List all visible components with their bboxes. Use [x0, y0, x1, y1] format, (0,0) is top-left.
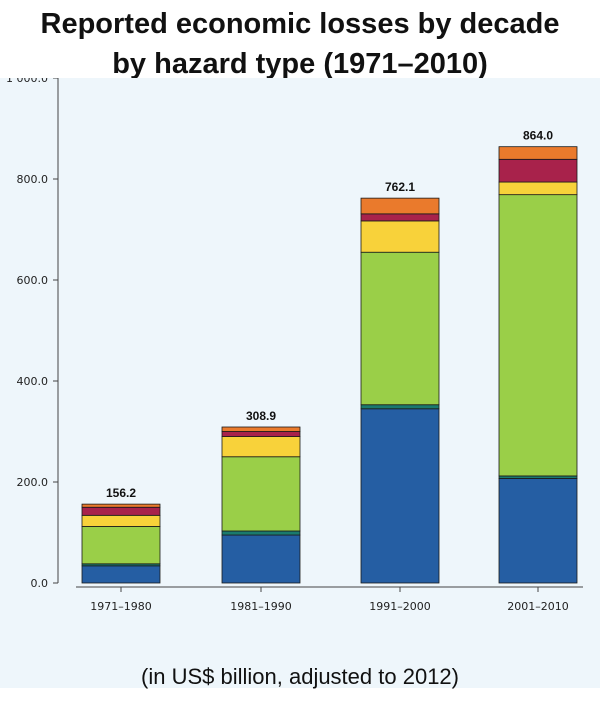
x-tick-label: 1971–1980 — [90, 600, 152, 613]
stacked-bar-chart: 0.0 200.0 400.0 600.0 800.0 1 000.0 156.2 1971–… — [6, 78, 583, 613]
bar-segment — [498, 194, 578, 477]
bar-segment — [221, 530, 301, 536]
bar-segment — [360, 251, 440, 406]
bar-segment — [221, 534, 301, 584]
x-tick-label: 1991–2000 — [369, 600, 431, 613]
chart-title: Reported economic losses by decade by ha… — [0, 4, 600, 84]
bar-segment — [498, 158, 578, 183]
bar-total-label: 762.1 — [385, 180, 415, 194]
x-tick-label: 2001–2010 — [507, 600, 569, 613]
bar-total-label: 156.2 — [106, 486, 136, 500]
bar-segment — [360, 213, 440, 222]
chart-title-line-2: by hazard type (1971–2010) — [112, 48, 488, 80]
chart-subtitle: (in US$ billion, adjusted to 2012) — [141, 664, 459, 689]
chart-panel: 0.0 200.0 400.0 600.0 800.0 1 000.0 156.2 1971–… — [0, 78, 600, 688]
bar-segment — [360, 197, 440, 215]
bar-segment — [360, 220, 440, 253]
bar-total-label: 308.9 — [246, 409, 276, 423]
bar-segment — [81, 503, 161, 508]
bar-segment — [221, 456, 301, 532]
bar-segment — [360, 404, 440, 410]
bar-segment — [498, 478, 578, 584]
bar-segment — [221, 431, 301, 437]
y-tick-label: 400.0 — [17, 375, 49, 388]
bar-segment — [221, 426, 301, 432]
y-tick-label: 0.0 — [31, 577, 49, 590]
bar-segment — [360, 408, 440, 584]
bar-segment — [221, 436, 301, 458]
y-tick-label: 1 000.0 — [6, 78, 48, 85]
bar-segment — [81, 526, 161, 565]
bar-segment — [81, 514, 161, 527]
chart-title-line-1: Reported economic losses by decade — [40, 8, 560, 40]
bar-segment — [81, 565, 161, 584]
bar-segment — [498, 146, 578, 160]
y-tick-label: 600.0 — [17, 274, 49, 287]
y-tick-label: 200.0 — [17, 476, 49, 489]
bar-total-label: 864.0 — [523, 129, 553, 143]
bar-segment — [498, 181, 578, 196]
x-tick-label: 1981–1990 — [230, 600, 292, 613]
y-tick-label: 800.0 — [17, 173, 49, 186]
bar-segment — [81, 506, 161, 516]
